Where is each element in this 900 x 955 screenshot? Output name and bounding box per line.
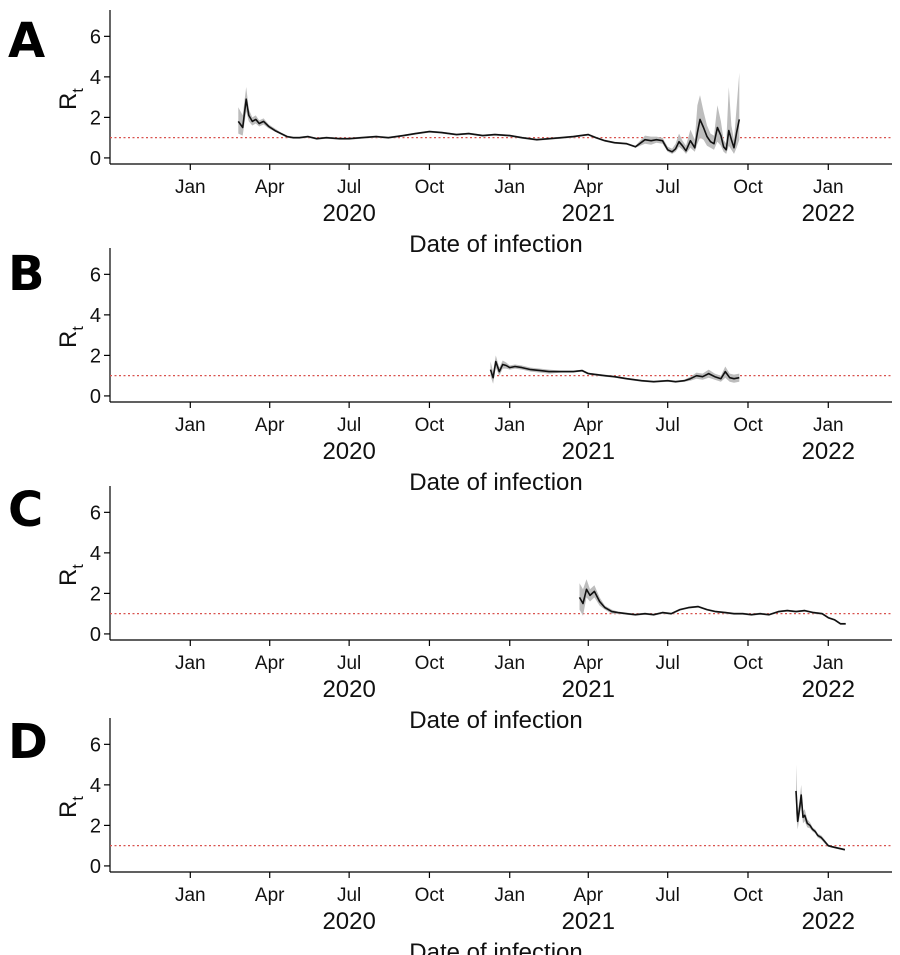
x-tick-month-label: Jul xyxy=(656,415,680,436)
panel-b: 0 2 4 6 Rt Jan Apr Jul Oct Jan Apr Jul Oct Jan 2020 202… xyxy=(55,248,892,496)
x-tick-month-label: Jan xyxy=(494,653,525,674)
x-tick-month-label: Jul xyxy=(337,415,361,436)
x-tick-month-label: Oct xyxy=(733,885,763,906)
y-tick-label: 0 xyxy=(90,148,101,170)
x-axis-title: Date of infection xyxy=(409,707,582,734)
x-tick-month-label: Apr xyxy=(255,653,285,674)
x-tick-month-label: Oct xyxy=(733,415,763,436)
x-tick-month-label: Jan xyxy=(175,653,206,674)
x-tick-month-label: Jul xyxy=(656,177,680,198)
y-tick-label: 0 xyxy=(90,856,101,878)
x-tick-year-label: 2021 xyxy=(562,676,615,703)
x-tick-month-label: Apr xyxy=(573,415,603,436)
x-tick-month-label: Apr xyxy=(255,415,285,436)
x-tick-month-label: Jul xyxy=(656,653,680,674)
x-tick-month-label: Jan xyxy=(175,885,206,906)
panel-label-d: D xyxy=(8,714,48,770)
x-tick-month-label: Jan xyxy=(813,177,844,198)
x-tick-year-label: 2020 xyxy=(322,200,375,227)
x-tick-year-label: 2021 xyxy=(562,438,615,465)
panel-label-b: B xyxy=(8,246,45,302)
x-tick-year-label: 2021 xyxy=(562,200,615,227)
panel-c: 0 2 4 6 Rt Jan Apr Jul Oct Jan Apr Jul Oct Jan 2020 202… xyxy=(55,486,892,734)
x-tick-month-label: Jan xyxy=(813,885,844,906)
y-axis-title-subscript: t xyxy=(70,796,87,801)
y-tick-label: 2 xyxy=(90,815,101,837)
x-tick-month-label: Oct xyxy=(415,415,445,436)
x-tick-year-label: 2022 xyxy=(802,200,855,227)
panel-label-c: C xyxy=(8,482,43,538)
y-tick-label: 6 xyxy=(90,734,101,756)
x-tick-year-label: 2020 xyxy=(322,908,375,935)
x-tick-month-label: Jan xyxy=(494,415,525,436)
x-tick-year-label: 2022 xyxy=(802,438,855,465)
x-tick-month-label: Oct xyxy=(415,885,445,906)
y-tick-label: 4 xyxy=(90,305,101,327)
x-tick-month-label: Jan xyxy=(813,415,844,436)
x-tick-month-label: Oct xyxy=(733,653,763,674)
y-axis-title: Rt xyxy=(55,796,87,818)
x-tick-month-label: Apr xyxy=(255,177,285,198)
panel-a: 0 2 4 6 Rt Jan Apr Jul Oct Jan Apr Jul Oct Jan 2020 202… xyxy=(55,10,892,258)
x-tick-year-label: 2021 xyxy=(562,908,615,935)
x-tick-month-label: Jan xyxy=(175,415,206,436)
rt-line xyxy=(795,790,846,851)
x-tick-month-label: Oct xyxy=(733,177,763,198)
x-tick-month-label: Jul xyxy=(337,177,361,198)
confidence-band xyxy=(579,579,846,625)
x-tick-month-label: Jan xyxy=(494,885,525,906)
confidence-band xyxy=(490,355,740,384)
y-axis-title: Rt xyxy=(55,88,87,110)
x-axis-title: Date of infection xyxy=(409,231,582,258)
y-axis-title-subscript: t xyxy=(70,564,87,569)
y-axis-title-subscript: t xyxy=(70,326,87,331)
panel-label-a: A xyxy=(8,13,45,69)
y-tick-label: 2 xyxy=(90,345,101,367)
y-tick-label: 6 xyxy=(90,264,101,286)
x-tick-month-label: Oct xyxy=(415,653,445,674)
x-tick-year-label: 2020 xyxy=(322,438,375,465)
x-tick-month-label: Apr xyxy=(573,177,603,198)
y-axis-title: Rt xyxy=(55,564,87,586)
y-tick-label: 0 xyxy=(90,386,101,408)
x-tick-month-label: Jul xyxy=(337,885,361,906)
x-tick-year-label: 2020 xyxy=(322,676,375,703)
x-tick-month-label: Jan xyxy=(813,653,844,674)
x-axis-title: Date of infection xyxy=(409,939,582,955)
y-axis-title: Rt xyxy=(55,326,87,348)
x-axis-title: Date of infection xyxy=(409,469,582,496)
rt-line xyxy=(578,588,846,625)
rt-line xyxy=(237,98,741,153)
x-tick-year-label: 2022 xyxy=(802,676,855,703)
y-tick-label: 6 xyxy=(90,26,101,48)
x-tick-month-label: Jul xyxy=(337,653,361,674)
x-tick-year-label: 2022 xyxy=(802,908,855,935)
y-tick-label: 4 xyxy=(90,775,101,797)
panel-d: 0 2 4 6 Rt Jan Apr Jul Oct Jan Apr Jul Oct Jan 2020 202… xyxy=(55,718,892,955)
y-tick-label: 2 xyxy=(90,583,101,605)
y-tick-label: 4 xyxy=(90,67,101,89)
x-tick-month-label: Apr xyxy=(573,653,603,674)
y-tick-label: 4 xyxy=(90,543,101,565)
y-tick-label: 6 xyxy=(90,502,101,524)
y-axis-title-subscript: t xyxy=(70,88,87,93)
x-tick-month-label: Apr xyxy=(255,885,285,906)
y-tick-label: 2 xyxy=(90,107,101,129)
rt-line xyxy=(489,360,740,383)
y-tick-label: 0 xyxy=(90,624,101,646)
x-tick-month-label: Jan xyxy=(494,177,525,198)
x-tick-month-label: Jul xyxy=(656,885,680,906)
x-tick-month-label: Oct xyxy=(415,177,445,198)
x-tick-month-label: Jan xyxy=(175,177,206,198)
confidence-band xyxy=(238,72,740,154)
x-tick-month-label: Apr xyxy=(573,885,603,906)
